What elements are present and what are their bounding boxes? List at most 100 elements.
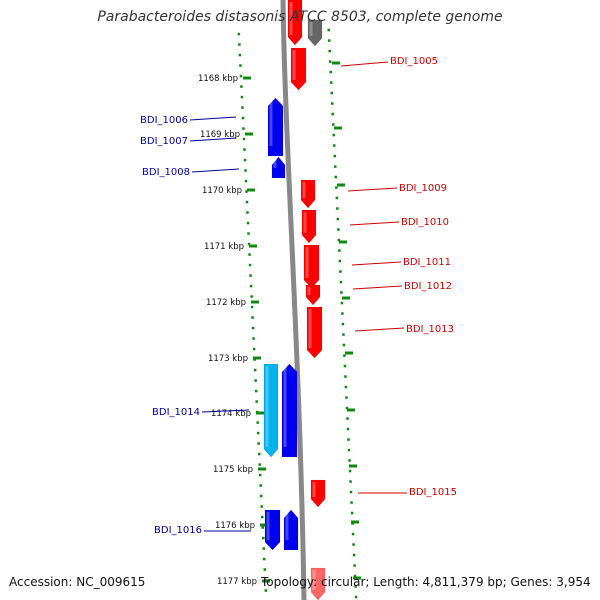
guide-dot [255,400,258,403]
tick-mark [351,520,359,524]
gene-label-bdi-1016[interactable]: BDI_1016 [154,525,202,536]
tick-mark [353,576,361,580]
guide-dot [254,389,258,393]
gene-features [263,0,326,600]
guide-dot [238,53,242,57]
guide-dot [344,375,347,378]
gene-leader-line [191,168,240,173]
tick-label: 1174 kbp [211,409,251,419]
guide-dot [259,484,262,487]
guide-dot [261,526,264,529]
gene-label-bdi-1009[interactable]: BDI_1009 [399,183,447,194]
genome-backbone [280,0,307,600]
guide-dot [240,95,244,99]
gene-arrow[interactable] [290,47,307,91]
guide-dot [247,242,251,246]
guide-dot [350,501,353,504]
map-title: Parabacteroides distasonis ATCC 8503, co… [97,9,503,25]
gene-arrow-bdi-1013[interactable] [306,306,323,359]
left-dotted-guide [237,32,268,592]
guide-dot [339,270,342,273]
guide-dot [342,343,346,347]
gene-arrow[interactable] [287,0,303,46]
guide-dot [252,347,256,351]
gene-leader-line [189,137,237,142]
gene-arrow-bdi-1008[interactable] [271,156,286,179]
gene-label-bdi-1006[interactable]: BDI_1006 [140,115,188,126]
gene-arrow[interactable] [310,567,326,600]
gene-label-bdi-1011[interactable]: BDI_1011 [403,257,451,268]
guide-dot [332,123,335,126]
guide-dot [347,438,350,441]
guide-dot [250,295,253,298]
tick-mark [345,351,353,355]
guide-dot [239,64,242,67]
gene-highlight [309,22,313,36]
tick-mark [251,300,259,304]
guide-dot [264,589,268,592]
gene-label-bdi-1010[interactable]: BDI_1010 [401,217,449,228]
guide-dot [260,505,263,508]
guide-dot [336,217,340,221]
tick-mark [334,126,342,130]
guide-dot [262,547,266,550]
guide-dot [239,74,243,78]
guide-dot [254,379,257,382]
gene-highlight [308,309,312,348]
guide-dot [249,284,253,288]
tick-mark [245,132,253,136]
gene-arrow[interactable] [307,19,323,47]
tick-mark [258,467,266,471]
guide-dot [353,574,357,578]
gene-arrow-bdi-1015[interactable] [310,479,326,508]
gene-leader-line [347,187,398,192]
gene-arrow-bdi-1006-1007[interactable] [267,97,284,157]
tick-label: 1171 kbp [204,242,244,252]
guide-dot [243,158,247,162]
tick-mark [337,183,345,187]
guide-dot [354,585,357,588]
gene-arrow-bdi-1014[interactable] [281,363,298,458]
guide-dot [344,385,348,389]
gene-arrow-bdi-1012[interactable] [305,284,321,306]
guide-dot [253,358,256,361]
guide-dot [250,305,254,309]
guide-dot [341,312,344,315]
scale-ticks: 1168 kbp 1169 kbp 1170 kbp 1171 kbp 1172 kbp… [198,61,361,587]
tick-mark [349,464,357,468]
guide-dot [334,165,337,168]
guide-dot [339,280,343,284]
gene-label-bdi-1014[interactable]: BDI_1014 [152,407,200,418]
tick-label: 1173 kbp [208,354,248,364]
gene-arrow-bdi-1009[interactable] [300,179,316,209]
gene-arrow-bdi-1016[interactable] [264,509,281,551]
tick-mark [262,579,270,583]
guide-dot [346,417,349,420]
guide-dot [337,228,340,231]
gene-arrow-bdi-1011[interactable] [303,244,320,289]
guide-dot [348,469,352,473]
gene-arrow[interactable] [283,509,299,551]
guide-dot [248,263,252,267]
gene-label-bdi-1015[interactable]: BDI_1015 [409,487,457,498]
gene-label-bdi-1005[interactable]: BDI_1005 [390,56,438,67]
right-dotted-guide [327,28,358,599]
guide-dot [346,427,350,431]
guide-dot [240,85,243,88]
guide-dot [335,196,339,200]
tick-mark [332,61,340,65]
gene-label-bdi-1012[interactable]: BDI_1012 [404,281,452,292]
guide-dot [330,91,333,95]
guide-dot [256,431,260,435]
tick-label: 1176 kbp [215,521,255,531]
guide-dot [349,480,352,483]
guide-dot [327,28,330,32]
gene-label-bdi-1013[interactable]: BDI_1013 [406,324,454,335]
guide-dot [249,274,252,277]
gene-label-bdi-1008[interactable]: BDI_1008 [142,167,190,178]
gene-highlight [266,512,270,540]
guide-dot [245,200,249,204]
gene-label-bdi-1007[interactable]: BDI_1007 [140,136,188,147]
gene-arrow-bdi-1014a[interactable] [263,363,279,458]
gene-arrow-bdi-1010[interactable] [301,209,317,244]
